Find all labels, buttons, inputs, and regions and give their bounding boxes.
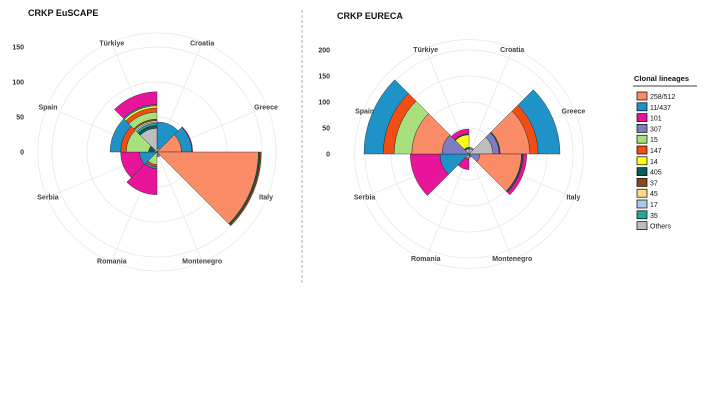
legend-label: 15 [650, 137, 658, 144]
category-label: Croatia [500, 47, 524, 54]
radial-tick-label: 100 [12, 80, 24, 87]
bar-stack-spain [109, 118, 158, 153]
category-label: Romania [411, 256, 441, 263]
legend-swatch [636, 134, 648, 144]
legend-swatch [636, 91, 648, 101]
legend-swatch [636, 199, 648, 209]
bar-segment [393, 100, 429, 155]
bar-stack-serbia [410, 153, 470, 196]
bar-segment [451, 128, 470, 140]
radial-tick-label: 200 [318, 48, 330, 55]
legend-label: Others [650, 224, 672, 231]
legend-label: 101 [650, 116, 662, 123]
polar-chart-eureca: Croatia Greece Italy Montenegro Romania Serbi… [318, 39, 586, 269]
grid-spoke [468, 48, 514, 155]
legend: Clonal lineages 258/512 11/437 101 307 15 147… [633, 74, 697, 231]
bar-stack-italy [468, 153, 527, 196]
category-label: Greece [562, 108, 586, 115]
bar-segment [506, 153, 527, 196]
radial-tick-label: 100 [318, 100, 330, 107]
category-label: Türkiye [99, 40, 124, 47]
radial-tick-label: 0 [326, 152, 330, 159]
category-label: Italy [259, 195, 273, 202]
legend-label: 37 [650, 180, 658, 187]
radial-tick-label: 150 [318, 74, 330, 81]
legend-swatch [636, 113, 648, 122]
polar-chart-euscape: Croatia Greece Italy Montenegro Romania Serbi… [12, 32, 278, 272]
radial-tick-label: 150 [12, 45, 24, 52]
legend-label: 35 [650, 213, 658, 220]
legend-swatch [636, 145, 648, 155]
bar-segment [229, 151, 262, 227]
legend-label: 147 [650, 148, 662, 155]
category-label: Serbia [354, 195, 376, 202]
chart-title-euscape: CRKP EuSCAPE [28, 8, 98, 18]
bar-segment [126, 163, 158, 195]
legend-label: 14 [650, 159, 658, 166]
bar-segment [363, 79, 409, 155]
legend-swatch [636, 221, 648, 230]
radial-tick-label: 50 [16, 115, 24, 122]
grid-ring [37, 32, 277, 272]
legend-title: Clonal lineages [634, 74, 689, 83]
bar-segment [511, 104, 539, 155]
legend-label: 307 [650, 126, 662, 133]
category-label: Romania [97, 259, 127, 266]
legend-label: 258/512 [650, 94, 675, 101]
legend-swatch [636, 102, 648, 112]
bar-stack-italy [156, 151, 262, 227]
bar-stack-greece [156, 126, 193, 153]
grid-ring [51, 46, 263, 258]
category-label: Spain [355, 108, 374, 115]
bar-segment [517, 89, 561, 155]
legend-label: 405 [650, 170, 662, 177]
category-label: Montenegro [182, 259, 222, 266]
legend-swatch [636, 188, 648, 198]
bar-stack-türkiye [114, 91, 158, 153]
bar-stack-greece [468, 89, 561, 155]
category-label: Croatia [190, 40, 214, 47]
legend-swatch [636, 210, 648, 220]
grid-spoke [468, 153, 514, 260]
grid-ring [354, 39, 584, 269]
category-label: Greece [254, 104, 278, 111]
legend-swatch [636, 178, 648, 187]
grid-spoke [156, 151, 203, 263]
legend-label: 17 [650, 202, 658, 209]
category-label: Italy [566, 195, 580, 202]
category-label: Montenegro [492, 256, 532, 263]
chart-title-eureca: CRKP EURECA [337, 11, 403, 21]
legend-label: 45 [650, 191, 658, 198]
legend-label: 11/437 [650, 105, 671, 112]
legend-swatch [636, 124, 648, 133]
bar-stack-türkiye [451, 128, 470, 155]
bar-segment [505, 153, 524, 193]
category-label: Serbia [37, 195, 59, 202]
radial-tick-label: 0 [20, 150, 24, 157]
radial-tick-label: 50 [322, 126, 330, 133]
grid-spoke [424, 153, 470, 260]
category-label: Türkiye [413, 47, 438, 54]
bar-segment [114, 91, 158, 119]
legend-swatch [636, 167, 648, 176]
category-label: Spain [38, 104, 57, 111]
bar-stack-spain [363, 79, 470, 155]
legend-swatch [636, 156, 648, 166]
